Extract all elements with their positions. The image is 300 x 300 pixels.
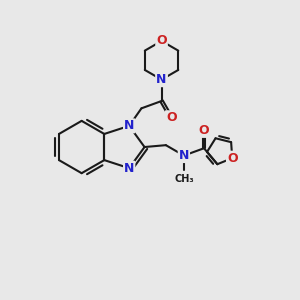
- Text: N: N: [124, 119, 134, 132]
- Text: CH₃: CH₃: [174, 174, 194, 184]
- Text: N: N: [156, 73, 167, 86]
- Text: N: N: [156, 73, 167, 86]
- Text: N: N: [179, 149, 189, 162]
- Text: O: O: [199, 124, 209, 137]
- Text: N: N: [124, 162, 134, 175]
- Text: O: O: [166, 111, 176, 124]
- Text: O: O: [227, 152, 238, 165]
- Text: O: O: [156, 34, 167, 47]
